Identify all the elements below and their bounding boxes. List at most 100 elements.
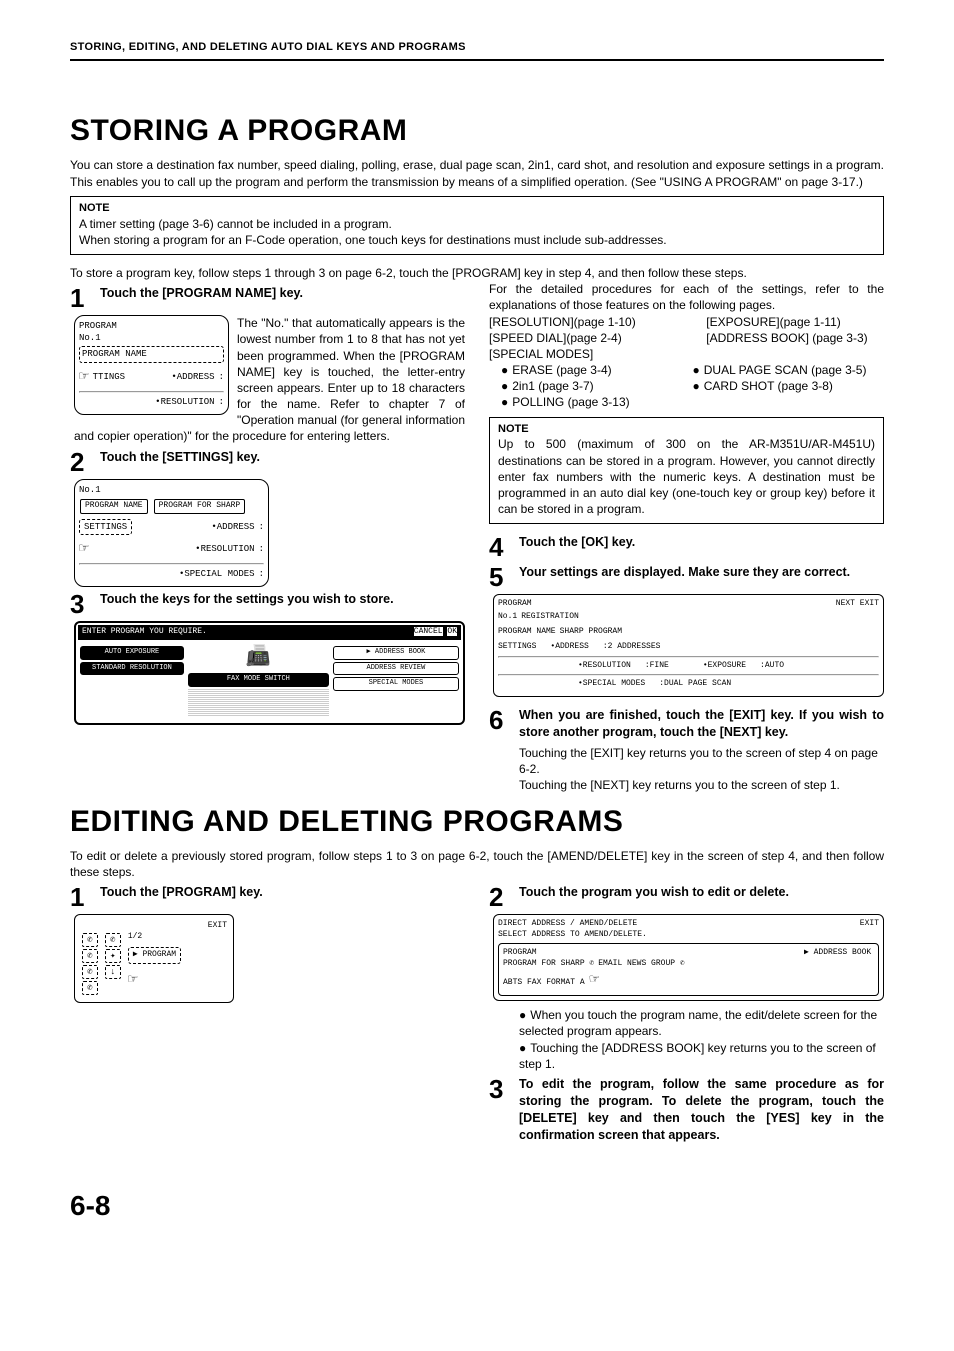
note-box-2: NOTE Up to 500 (maximum of 300 on the AR… [489,417,884,525]
screen-label: PROGRAM [79,320,224,332]
step-number: 2 [70,449,92,475]
screen-label: No.1 [79,332,224,344]
screen-label: :DUAL PAGE SCAN [659,679,731,690]
screen-step3: ENTER PROGRAM YOU REQUIRE. CANCEL OK AUT… [74,621,465,724]
phone-icon: ✆ [82,965,98,979]
step-title: Touch the [PROGRAM] key. [100,884,263,910]
step-body-text: Touching the [EXIT] key returns you to t… [519,745,884,777]
colon: : [219,396,224,408]
finger-icon: ☞ [589,970,599,992]
step-title: When you are finished, touch the [EXIT] … [519,707,884,741]
screen-label: PROGRAM [503,948,798,959]
step-number: 1 [70,884,92,910]
ref-text: [SPEED DIAL](page 2-4) [489,330,706,346]
auto-exposure-button[interactable]: AUTO EXPOSURE [80,646,184,659]
settings-key[interactable]: SETTINGS [79,519,132,535]
screen-label: ENTER PROGRAM YOU REQUIRE. [82,627,207,638]
screen-label: •EXPOSURE [703,661,746,672]
page-header: STORING, EDITING, AND DELETING AUTO DIAL… [70,40,884,61]
screen-label: SELECT ADDRESS TO AMEND/DELETE. [498,930,879,941]
ref-bullet: POLLING (page 3-13) [501,394,884,410]
step-number: 5 [489,564,511,590]
ref-bullet: CARD SHOT (page 3-8) [693,378,833,394]
colon: : [259,568,264,580]
ref-bullet: ERASE (page 3-4) [501,362,693,378]
phone-icon: ✆ [82,981,98,995]
list-item[interactable]: EMAIL NEWS GROUP ✆ [598,959,684,970]
page-indicator: 1/2 [128,932,181,943]
address-book-button[interactable]: ▶ ADDRESS BOOK [804,948,871,957]
phone-icon: ✆ [82,949,98,963]
cancel-button[interactable]: CANCEL [414,627,443,636]
screen-label: :2 ADDRESSES [603,642,661,653]
program-name-key[interactable]: PROGRAM NAME [80,499,148,514]
note-text: A timer setting (page 3-6) cannot be inc… [79,216,875,232]
exit-button[interactable]: EXIT [860,599,879,608]
step-number: 1 [70,285,92,311]
step-number: 4 [489,534,511,560]
ref-text: [RESOLUTION](page 1-10) [489,314,706,330]
address-review-button[interactable]: ADDRESS REVIEW [333,662,459,675]
bullet-text: When you touch the program name, the edi… [519,1007,884,1039]
phone-icon: ✆ [82,933,98,947]
up-arrow-icon[interactable]: ✦ [105,949,121,963]
screen-label: •RESOLUTION [195,543,254,555]
next-button[interactable]: NEXT [836,599,855,608]
colon: : [259,521,264,533]
section1-intro: You can store a destination fax number, … [70,157,884,189]
list-item[interactable]: ABTS FAX FORMAT A [503,978,585,987]
exit-button[interactable]: EXIT [208,921,227,930]
screen-ed-step1: EXIT ✆ ✆ ✆ ✦ ✆ ↓ ✆ 1/2 ▶ PROGRAM [74,914,234,1003]
settings-key[interactable]: SETTINGS [498,642,536,653]
step-number: 3 [70,591,92,617]
screen-label: No.1 [79,484,264,496]
step-number: 2 [489,884,511,910]
bullet-text: Touching the [ADDRESS BOOK] key returns … [519,1040,884,1072]
step-number: 3 [489,1076,511,1144]
step-title: Touch the [PROGRAM NAME] key. [100,285,303,311]
note-label: NOTE [498,422,875,437]
screen-label: •RESOLUTION [578,661,631,672]
fax-mode-switch-button[interactable]: FAX MODE SWITCH [188,673,329,686]
registration-tab[interactable]: REGISTRATION [521,612,579,623]
ref-bullet: 2in1 (page 3-7) [501,378,693,394]
screen-label: •SPECIAL MODES [578,679,645,690]
document-graphic [188,689,329,717]
fax-icon: 📠 [188,644,329,671]
program-button[interactable]: ▶ PROGRAM [128,947,181,964]
list-item[interactable]: PROGRAM FOR SHARP ✆ [503,959,594,970]
screen-label: •SPECIAL MODES [179,568,255,580]
note-box-1: NOTE A timer setting (page 3-6) cannot b… [70,196,884,255]
finger-icon: ☞ [79,539,89,561]
ref-bullet: DUAL PAGE SCAN (page 3-5) [693,362,867,378]
exit-button[interactable]: EXIT [860,919,879,930]
section2-intro: To edit or delete a previously stored pr… [70,848,884,880]
page-number: 6-8 [70,1187,884,1225]
note-label: NOTE [79,201,875,216]
program-name-key[interactable]: PROGRAM NAME [79,346,224,362]
ok-button[interactable]: OK [447,627,457,636]
special-modes-button[interactable]: SPECIAL MODES [333,677,459,690]
step-body-text: Touching the [NEXT] key returns you to t… [519,777,884,793]
screen-label: No.1 [498,612,517,623]
ref-text: [ADDRESS BOOK] (page 3-3) [706,330,867,346]
screen-label: :AUTO [760,661,784,672]
section1-preamble: To store a program key, follow steps 1 t… [70,265,884,281]
step-title: Your settings are displayed. Make sure t… [519,564,850,590]
ref-text: [SPECIAL MODES] [489,346,884,362]
step-number: 6 [489,707,511,741]
program-for-sharp-key[interactable]: PROGRAM FOR SHARP [154,499,246,514]
colon: : [259,543,264,555]
address-book-button[interactable]: ▶ ADDRESS BOOK [333,646,459,659]
screen-label: PROGRAM [498,599,532,610]
standard-resolution-button[interactable]: STANDARD RESOLUTION [80,662,184,675]
step-title: To edit the program, follow the same pro… [519,1076,884,1144]
finger-icon: ☞ [128,970,138,992]
step-title: Touch the program you wish to edit or de… [519,884,789,910]
program-name-key[interactable]: PROGRAM NAME [498,627,556,638]
step-title: Touch the [OK] key. [519,534,635,560]
screen-label: SHARP PROGRAM [560,627,622,638]
screen-ed-step2: DIRECT ADDRESS / AMEND/DELETE EXIT SELEC… [493,914,884,1001]
down-arrow-icon[interactable]: ↓ [105,965,121,979]
finger-icon: ☞ [79,367,89,389]
